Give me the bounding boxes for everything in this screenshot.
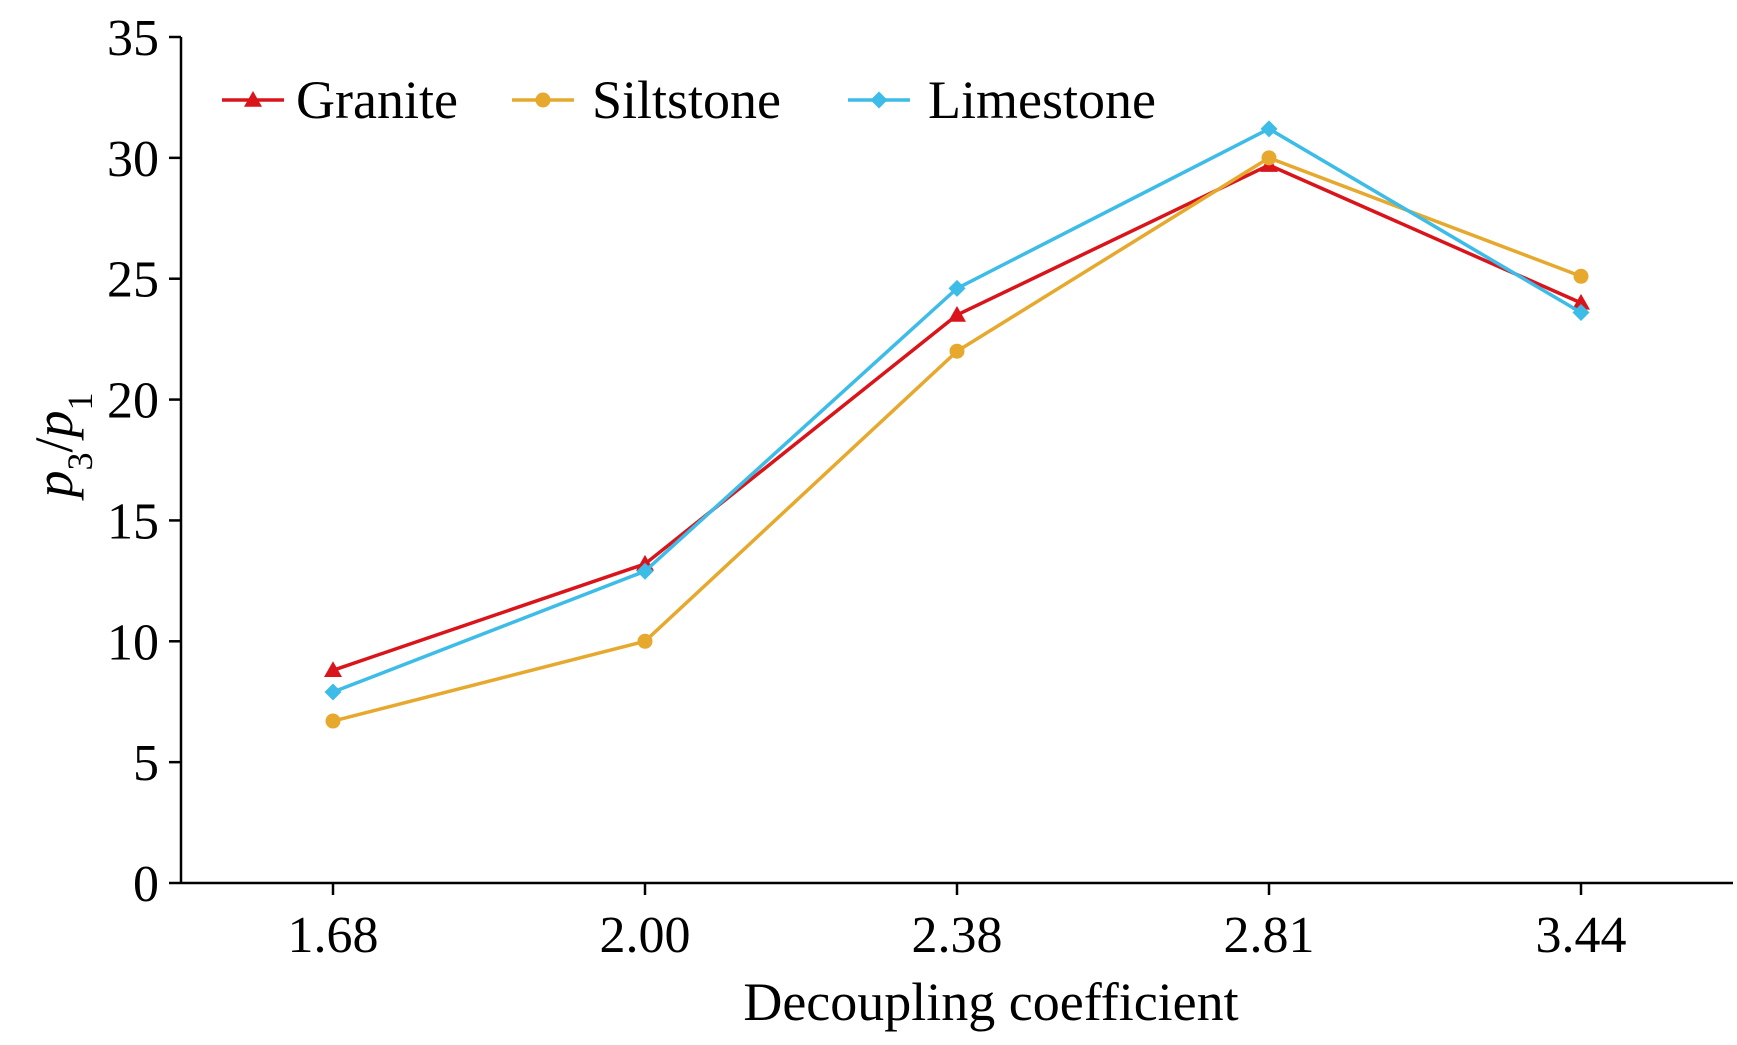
data-point-granite	[1572, 293, 1590, 310]
legend-item-limestone: Limestone	[848, 70, 1156, 130]
y-tick-label: 20	[107, 373, 159, 430]
legend-marker-granite	[244, 91, 262, 107]
data-point-siltstone	[1261, 150, 1277, 166]
legend-label-granite: Granite	[296, 70, 458, 130]
legend-marker-limestone	[870, 91, 888, 109]
x-tick-label: 2.38	[912, 907, 1003, 964]
axes	[169, 35, 1733, 895]
legend-marker-siltstone	[535, 92, 551, 108]
series-limestone	[324, 120, 1590, 701]
x-axis-title: Decoupling coefficient	[743, 972, 1238, 1032]
data-point-granite	[948, 305, 966, 322]
series-line-granite	[332, 163, 1582, 672]
x-tick-label: 3.44	[1536, 907, 1627, 964]
data-point-limestone	[324, 683, 342, 701]
data-point-limestone	[636, 562, 654, 580]
legend-item-granite: Granite	[222, 70, 458, 130]
y-tick-label: 30	[107, 131, 159, 188]
series-granite	[324, 156, 1590, 678]
tick-labels: 0 5 10 15 20 25 30 35 1.68 2.00 2.38 2.81 3.44	[107, 10, 1627, 964]
x-tick-label: 1.68	[288, 907, 379, 964]
y-tick-label: 10	[107, 614, 159, 671]
y-tick-label: 35	[107, 10, 159, 67]
legend-label-siltstone: Siltstone	[592, 70, 781, 130]
legend: Granite Siltstone Limestone	[222, 70, 1156, 130]
y-tick-label: 25	[107, 252, 159, 309]
series-line-siltstone	[332, 156, 1582, 723]
data-point-siltstone	[1573, 268, 1589, 284]
y-axis-title: p3/p1	[24, 392, 100, 501]
x-tick-label: 2.00	[600, 907, 691, 964]
data-point-limestone	[1572, 304, 1590, 322]
legend-label-limestone: Limestone	[928, 70, 1156, 130]
data-point-siltstone	[949, 343, 965, 359]
data-point-limestone	[948, 279, 966, 297]
y-tick-label: 15	[107, 493, 159, 550]
data-point-limestone	[1260, 120, 1278, 138]
series-siltstone	[325, 150, 1589, 729]
series-lines	[324, 120, 1590, 729]
data-point-siltstone	[637, 633, 653, 649]
legend-item-siltstone: Siltstone	[512, 70, 781, 130]
data-point-granite	[324, 661, 342, 678]
x-tick-label: 2.81	[1224, 907, 1315, 964]
y-tick-label: 0	[133, 856, 159, 913]
data-point-siltstone	[325, 713, 341, 729]
y-tick-label: 5	[133, 735, 159, 792]
